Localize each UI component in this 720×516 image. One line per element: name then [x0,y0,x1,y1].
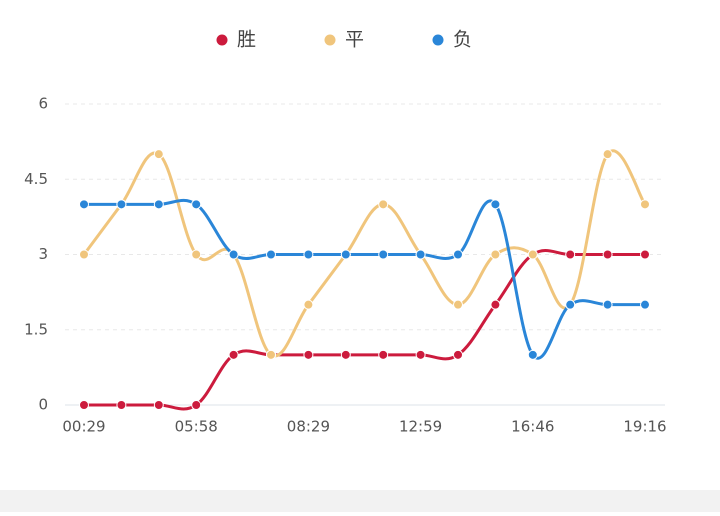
point [303,349,314,360]
point [602,249,613,260]
point [565,299,576,310]
legend-marker [324,34,336,46]
point [303,249,314,260]
y-tick-label: 0 [38,396,48,414]
x-tick-label: 08:29 [287,418,330,436]
legend-label: 胜 [237,29,256,51]
point [527,349,538,360]
point [378,199,389,210]
point [378,249,389,260]
point [415,349,426,360]
point [266,349,276,360]
point [79,199,89,210]
x-tick-label: 16:46 [511,418,554,436]
point [116,400,127,410]
point [153,199,164,210]
legend-marker [432,34,444,46]
legend: 胜平负 [216,29,472,51]
point [527,249,538,260]
x-tick-label: 05:58 [175,418,218,436]
point [640,199,650,210]
y-tick-label: 3 [38,245,48,263]
point [602,149,613,160]
y-tick-label: 6 [38,95,48,113]
point [490,249,501,260]
point [640,299,650,310]
point [228,249,239,260]
x-tick-label: 12:59 [399,418,442,436]
point [303,299,314,310]
series-line [84,249,645,411]
x-tick-label: 00:29 [62,418,105,436]
bottom-bar [0,490,720,512]
legend-label: 负 [453,29,472,51]
point [340,349,351,360]
point [266,249,276,260]
legend-label: 平 [345,29,364,51]
point [378,349,389,360]
x-tick-label: 19:16 [623,418,666,436]
point [415,249,426,260]
point [79,249,89,260]
legend-marker [216,34,228,46]
point [191,400,202,410]
point [453,349,463,360]
y-tick-label: 4.5 [24,170,48,188]
point [490,199,501,210]
point [191,199,202,210]
point [153,400,164,410]
point [490,299,501,310]
point [640,249,650,260]
point [453,249,463,260]
y-tick-label: 1.5 [24,320,48,338]
point [602,299,613,310]
point [228,349,239,360]
point [153,149,164,160]
point [79,400,89,410]
point [340,249,351,260]
point [565,249,576,260]
point [453,299,463,310]
point [116,199,127,210]
point [191,249,202,260]
